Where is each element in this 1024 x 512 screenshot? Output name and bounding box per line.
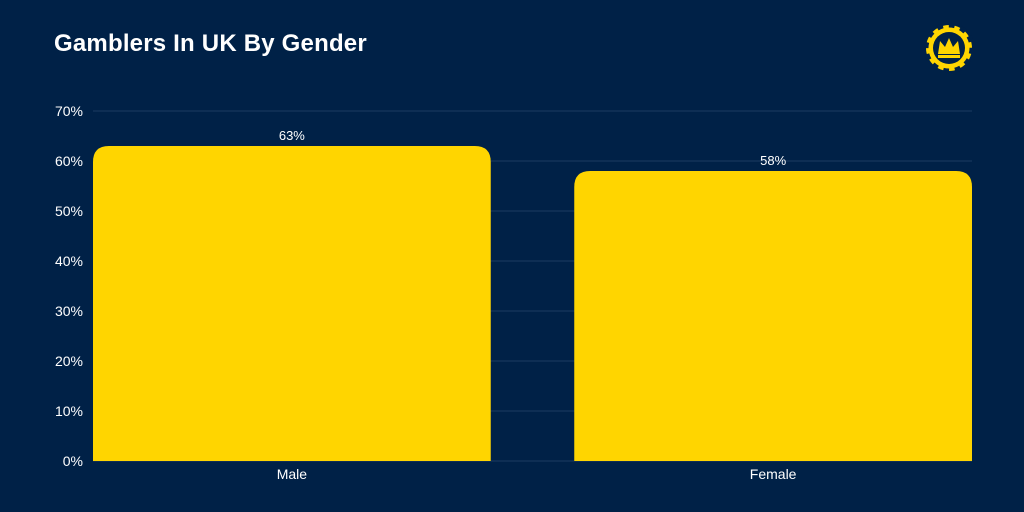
chart-title: Gamblers In UK By Gender: [54, 30, 367, 57]
x-tick-label: Male: [277, 466, 308, 482]
y-tick-label: 40%: [55, 253, 83, 269]
x-tick-label: Female: [750, 466, 797, 482]
y-tick-label: 60%: [55, 153, 83, 169]
y-tick-label: 30%: [55, 303, 83, 319]
bar-male: [93, 146, 491, 461]
bar-female: [574, 171, 972, 461]
y-tick-label: 0%: [63, 453, 83, 469]
y-tick-label: 10%: [55, 403, 83, 419]
data-label: 58%: [760, 153, 786, 168]
y-tick-label: 70%: [55, 103, 83, 119]
crown-chip-icon: [925, 24, 973, 72]
y-tick-label: 50%: [55, 203, 83, 219]
data-label: 63%: [279, 128, 305, 143]
y-tick-label: 20%: [55, 353, 83, 369]
